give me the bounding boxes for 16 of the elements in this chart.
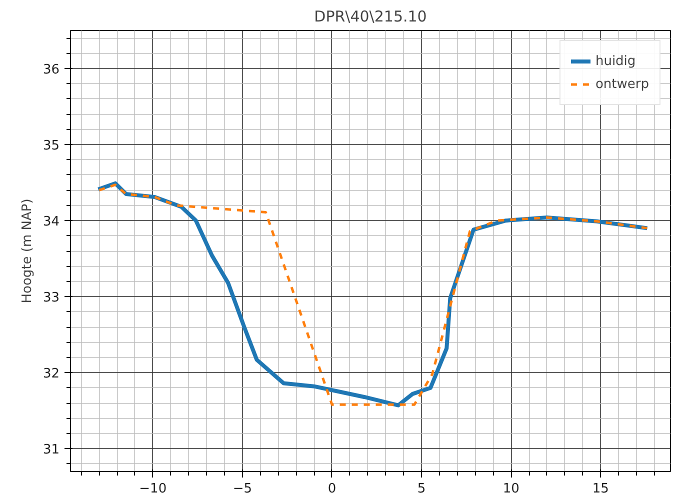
- chart-title: DPR\40\215.10: [314, 8, 427, 26]
- x-tick-label: 15: [592, 482, 609, 496]
- x-tick-label: 10: [502, 482, 520, 496]
- x-tick-label: 5: [417, 482, 426, 496]
- legend-label: huidig: [595, 54, 636, 68]
- y-tick-label: 32: [42, 366, 60, 382]
- x-tick-label: −10: [139, 482, 167, 496]
- y-tick-label: 36: [42, 62, 60, 78]
- x-tick-label: 0: [328, 482, 336, 496]
- y-tick-label: 31: [42, 442, 60, 458]
- legend-label: ontwerp: [595, 76, 649, 92]
- y-tick-label: 33: [42, 290, 60, 306]
- y-tick-label: 34: [42, 214, 60, 230]
- y-tick-label: 35: [42, 138, 60, 154]
- y-axis-title: Hoogte (m NAP): [20, 198, 35, 304]
- x-tick-label: −5: [232, 482, 252, 496]
